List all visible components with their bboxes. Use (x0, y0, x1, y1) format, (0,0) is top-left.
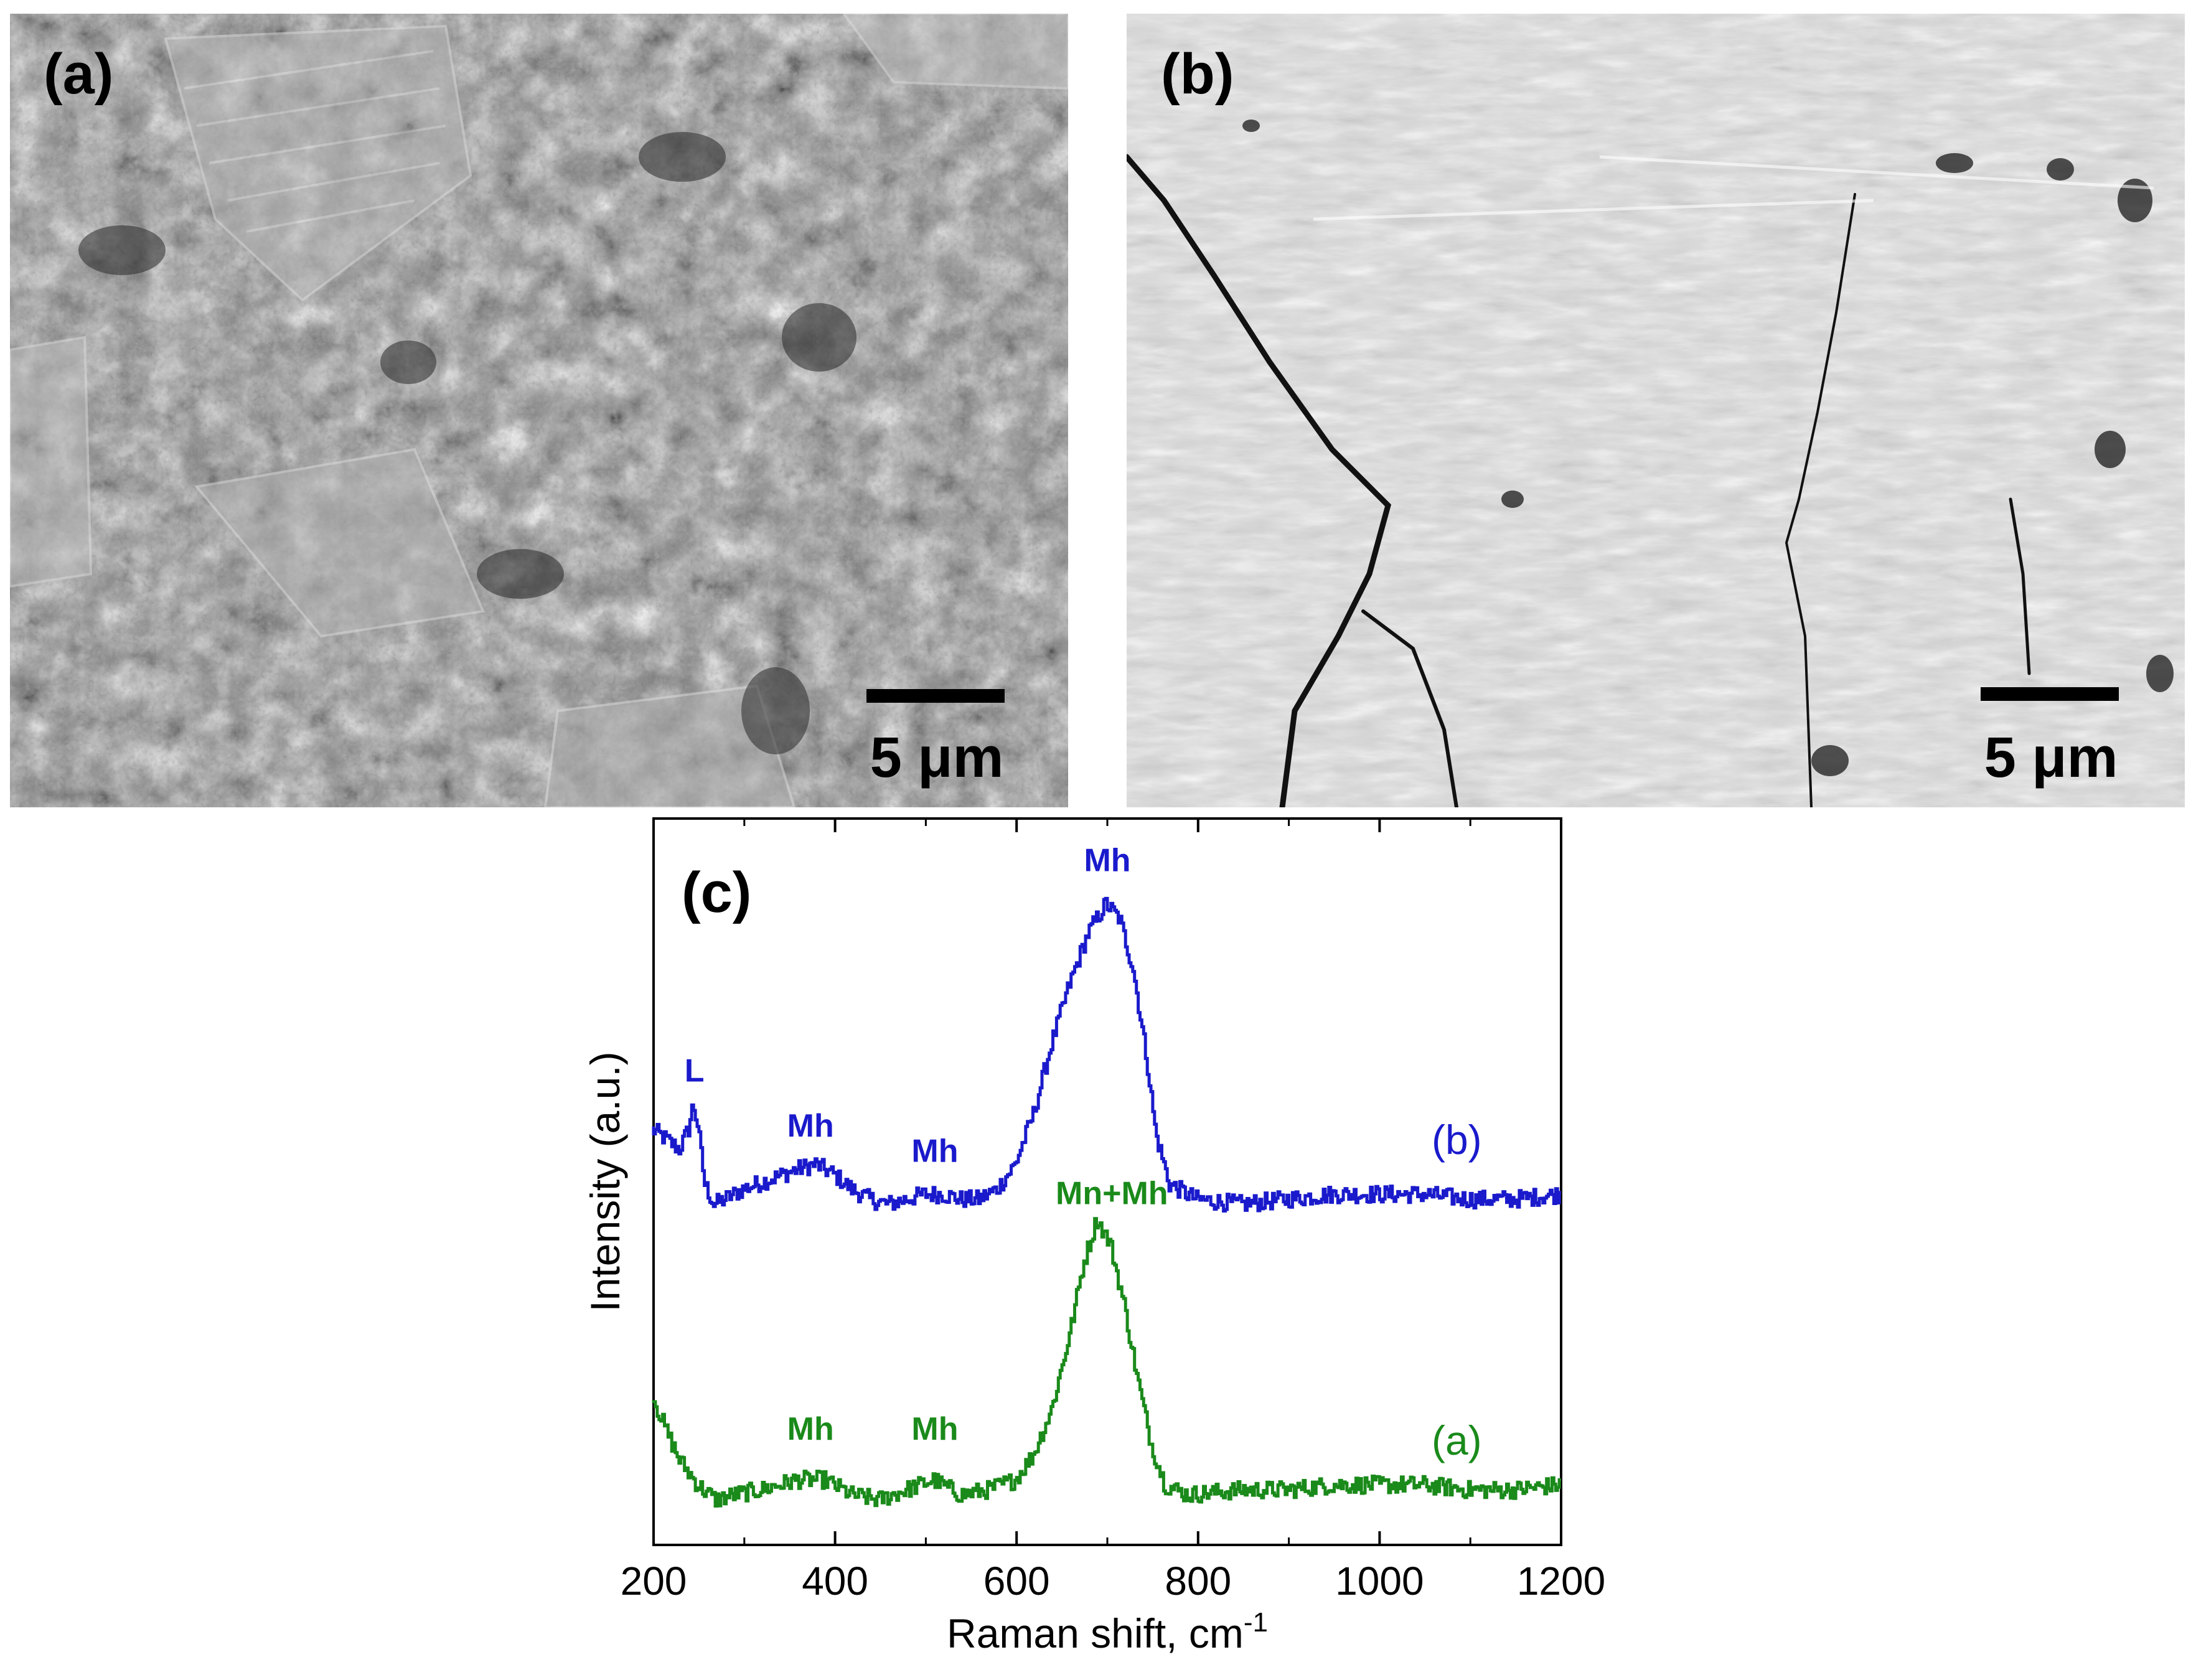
peak-annotation: Mn+Mh (1056, 1176, 1168, 1212)
x-tick-label: 1200 (1517, 1559, 1605, 1603)
series-label: (b) (1432, 1117, 1482, 1163)
scalebar-b (1981, 687, 2119, 701)
x-axis-label-superscript: -1 (1244, 1607, 1268, 1638)
panel-b-label: (b) (1161, 42, 1234, 106)
panel-c-label: (c) (682, 861, 751, 924)
peak-annotation: Mh (911, 1133, 958, 1169)
x-tick-label: 200 (621, 1559, 687, 1603)
scalebar-a-label: 5 μm (870, 726, 1004, 789)
x-tick-label: 1000 (1335, 1559, 1424, 1603)
series-line-b (652, 896, 1561, 1213)
x-tick-label: 800 (1165, 1559, 1231, 1603)
y-axis-label: Intensity (a.u.) (582, 1051, 628, 1312)
series-line-a (652, 1217, 1561, 1508)
peak-annotation: Mh (911, 1411, 958, 1447)
x-tick-label: 400 (802, 1559, 868, 1603)
scalebar-b-label: 5 μm (1984, 726, 2118, 789)
raman-chart: 200 400 600 800 1000 1200 Raman shift, cm-1 Int… (582, 817, 1605, 1656)
x-tick-label: 600 (983, 1559, 1050, 1603)
sem-image-a (10, 14, 1068, 807)
peak-annotation: Mh (1084, 843, 1130, 879)
series-label: (a) (1432, 1417, 1482, 1463)
peak-annotation: Mh (787, 1108, 834, 1144)
peak-annotation: Mh (787, 1411, 834, 1447)
x-axis-label: Raman shift, cm-1 (947, 1607, 1268, 1656)
panel-a-label: (a) (44, 42, 113, 106)
peak-annotation: L (685, 1053, 705, 1089)
scalebar-a (866, 689, 1005, 703)
sem-image-b (1127, 14, 2185, 807)
